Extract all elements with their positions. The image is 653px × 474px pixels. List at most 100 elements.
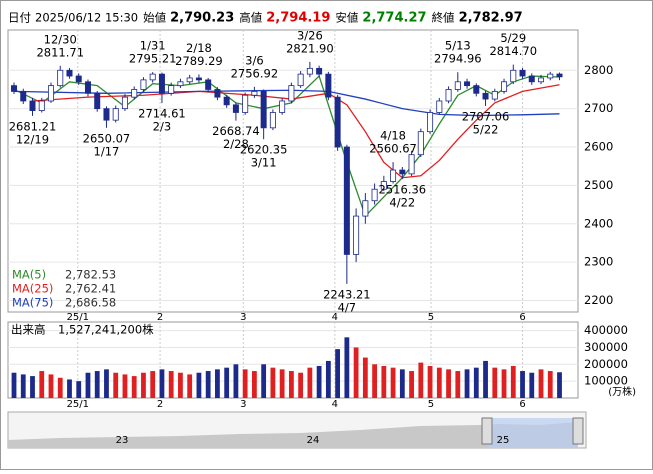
x-tick-label: 6 [519, 399, 525, 410]
candle-body [195, 77, 202, 81]
volume-bar [353, 347, 359, 398]
annotation-date: 5/13 [445, 39, 471, 53]
navigator-label: 25 [497, 435, 510, 446]
volume-bar [316, 365, 322, 398]
volume-bar [399, 369, 405, 398]
candle-body [232, 104, 239, 113]
annotation-date: 3/26 [297, 28, 323, 42]
annotation-date: 4/22 [389, 196, 415, 210]
candle-body [547, 73, 554, 79]
volume-bar [409, 371, 414, 398]
volume-bar [372, 364, 377, 398]
annotation-date: 5/29 [500, 31, 526, 45]
ma-line [13, 89, 560, 117]
volume-bar [520, 371, 525, 398]
annotation-price: 2794.96 [434, 52, 482, 66]
volume-bar [205, 371, 211, 398]
y-tick-label: 2600 [584, 140, 613, 154]
candle-body [519, 69, 526, 77]
candle-body [390, 169, 397, 182]
candle-body [38, 100, 45, 111]
header-value: 2,794.19 [266, 11, 330, 26]
volume-bar [390, 367, 396, 398]
candle-body [408, 154, 415, 175]
annotation-price: 2789.29 [175, 54, 223, 68]
volume-bar [11, 372, 17, 398]
navigator-label: 23 [116, 435, 129, 446]
y-tick-label: 2800 [584, 63, 613, 77]
annotation-price: 2650.07 [83, 131, 131, 145]
candle-body [316, 67, 323, 75]
ma-line [13, 74, 560, 218]
candle-body [538, 77, 545, 83]
volume-bar [492, 367, 498, 398]
y-tick-label: 2200 [584, 293, 613, 307]
volume-bar [427, 365, 433, 398]
candle-body [362, 200, 369, 217]
candle-body [399, 169, 406, 175]
y-tick-label: 2300 [584, 255, 613, 269]
annotation-price: 2560.67 [369, 142, 417, 156]
annotation-date: 12/30 [44, 32, 77, 46]
candle-body [66, 69, 73, 77]
annotation-date: 1/31 [140, 39, 166, 53]
annotation-date: 2/3 [153, 120, 172, 134]
candle-body [242, 94, 249, 113]
candle-body [380, 181, 387, 190]
candle-body [20, 90, 27, 102]
candle-body [121, 96, 128, 110]
x-tick-label: 3 [240, 312, 246, 323]
volume-bar [362, 357, 368, 398]
annotation-date: 3/11 [251, 156, 277, 170]
y-tick-label: 2400 [584, 216, 613, 230]
candle-body [149, 73, 156, 81]
candle-body [445, 89, 452, 102]
y-tick-label: 2700 [584, 101, 613, 115]
volume-bar [325, 360, 331, 398]
header-value: 2025/06/12 15:30 [35, 11, 138, 25]
volume-bar [455, 371, 461, 398]
annotation-price: 2821.90 [286, 41, 334, 55]
candle-body [47, 85, 54, 102]
header-label: 日付 [8, 11, 31, 25]
navigator-handle[interactable] [481, 417, 493, 445]
y-tick-label: 100000 [584, 374, 628, 388]
candle-body [57, 69, 64, 87]
candle-body [158, 73, 165, 94]
annotation-price: 2707.06 [462, 109, 510, 123]
candle-body [131, 89, 138, 98]
legend-name: MA(75) [12, 296, 53, 310]
volume-bar [464, 369, 470, 398]
volume-bar [270, 367, 276, 398]
volume-bar [344, 337, 350, 398]
volume-bar [48, 374, 54, 398]
navigator-window[interactable] [488, 418, 578, 448]
x-tick-label: 5 [428, 312, 434, 323]
candle-body [177, 81, 184, 87]
y-tick-label: 200000 [584, 357, 628, 371]
legend-value: 2,686.58 [65, 296, 116, 310]
volume-bar [57, 377, 63, 398]
candle-body [288, 85, 295, 102]
navigator-handle[interactable] [572, 417, 584, 445]
candle-body [186, 77, 193, 83]
volume-bar [335, 349, 341, 398]
candle-body [343, 146, 350, 255]
candle-body [501, 81, 508, 92]
volume-bar [20, 374, 26, 398]
candle-body [205, 79, 212, 90]
x-tick-label: 6 [519, 312, 525, 323]
legend-name: MA(5) [12, 268, 46, 282]
volume-bar [446, 369, 451, 398]
volume-bar [113, 372, 119, 398]
volume-total: 1,527,241,200株 [58, 323, 154, 337]
volume-bar [85, 372, 91, 398]
candle-body [371, 188, 378, 202]
candle-body [306, 67, 313, 75]
volume-bar [483, 360, 488, 398]
volume-bar [298, 372, 304, 398]
volume-bar [178, 372, 183, 398]
volume-bar [39, 371, 45, 398]
annotation-price: 2243.21 [323, 287, 371, 301]
